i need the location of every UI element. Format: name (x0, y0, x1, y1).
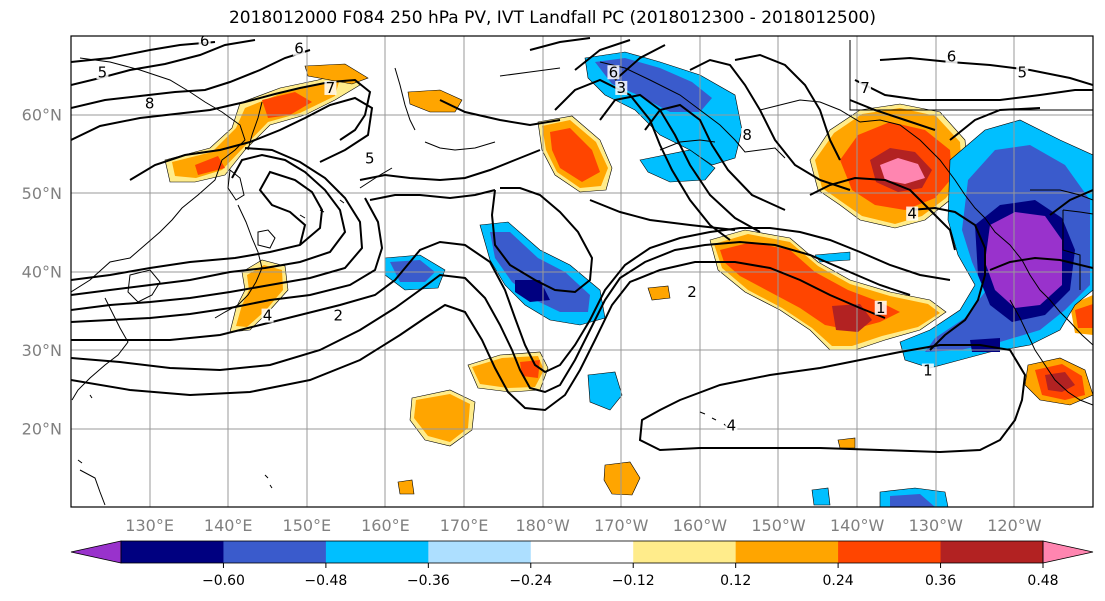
contour-label-halo (324, 80, 337, 95)
longitude-labels: 130°E 140°E 150°E 160°E 170°E 180°W 170°W 160°W… (125, 516, 1041, 535)
contour-label: 2 (334, 307, 344, 325)
pv-positive-anomalies (164, 63, 1093, 496)
longitude-label: 170°W (594, 516, 649, 535)
map-title: 2018012000 F084 250 hPa PV, IVT Landfall… (228, 8, 876, 28)
colorbar-segment (940, 541, 1044, 563)
colorbar-tick-label: 0.48 (1027, 573, 1058, 589)
contour-label: 1 (876, 299, 886, 317)
colorbar-tick-label: −0.12 (612, 573, 655, 589)
colorbar-tick-label: 0.36 (925, 573, 956, 589)
contour-label-halo (859, 80, 872, 95)
colorbar-tick-label: 0.12 (720, 573, 751, 589)
longitude-label: 120°W (987, 516, 1042, 535)
contour-label-halo (292, 41, 305, 56)
contour-label: 2 (687, 283, 697, 301)
latitude-label: 60°N (22, 106, 62, 125)
contour-label: 6 (609, 63, 619, 81)
contour-label-halo (945, 49, 958, 64)
colorbar-frame (120, 540, 1044, 564)
contour-label-halo (143, 96, 156, 111)
colorbar-segment (325, 541, 429, 563)
contour-label: 8 (742, 126, 752, 144)
colorbar-segment (121, 541, 224, 563)
contour-label-halo (96, 65, 109, 80)
contour-label-halo (725, 418, 738, 433)
colorbar-max-extension (1042, 540, 1094, 564)
colorbar-tick-label: −0.24 (509, 573, 552, 589)
longitude-label: 150°E (283, 516, 332, 535)
contour-label-halo (198, 36, 211, 48)
colorbar-tick-label: −0.36 (407, 573, 450, 589)
longitude-label: 130°W (909, 516, 964, 535)
contour-label-halo (1016, 65, 1029, 80)
contour-label: 8 (145, 95, 155, 113)
latitude-labels: 60°N 50°N 40°N 30°N 20°N (22, 106, 62, 439)
contour-label: 5 (98, 63, 108, 81)
contour-label-halo (921, 363, 934, 378)
contour-label-halo (332, 308, 345, 323)
colorbar-segment (633, 541, 737, 563)
longitude-label: 160°W (673, 516, 728, 535)
contour-label: 4 (907, 205, 917, 223)
contour-label: 7 (326, 79, 336, 97)
pv-contours (71, 37, 1093, 454)
graticule (71, 36, 1093, 507)
longitude-label: 160°E (361, 516, 410, 535)
colorbar-tick-label: −0.48 (304, 573, 347, 589)
contour-label-halo (261, 308, 274, 323)
colorbar-segment (735, 541, 839, 563)
contour-label-halo (607, 65, 620, 80)
contour-label: 5 (1017, 63, 1027, 81)
colorbar-segment (223, 541, 327, 563)
longitude-label: 140°W (830, 516, 885, 535)
contour-label: 5 (365, 150, 375, 168)
colorbar-segment (838, 541, 942, 563)
contour-label-halo (906, 206, 919, 221)
contour-label: 6 (947, 48, 957, 66)
colorbar-tick-label: −0.60 (202, 573, 245, 589)
contour-label-halo (686, 285, 699, 300)
longitude-label: 170°E (440, 516, 489, 535)
colorbar-tick-label: 0.24 (823, 573, 854, 589)
longitude-label: 140°E (204, 516, 253, 535)
contour-label-halo (874, 300, 887, 315)
colorbar: −0.60 −0.48 −0.36 −0.24 −0.12 0.12 0.24 0.36 0.4… (70, 540, 1094, 589)
contour-label: 3 (617, 79, 627, 97)
contour-label: 7 (860, 79, 870, 97)
longitude-label: 130°E (125, 516, 174, 535)
colorbar-min-extension (70, 540, 122, 564)
latitude-label: 50°N (22, 184, 62, 203)
contour-label: 4 (727, 417, 737, 435)
contour-label: 4 (263, 307, 273, 325)
contour-label-halo (615, 80, 628, 95)
contour-label-halo (741, 128, 754, 143)
latitude-label: 30°N (22, 341, 62, 360)
longitude-label: 150°W (751, 516, 806, 535)
latitude-label: 20°N (22, 420, 62, 439)
colorbar-segment (530, 541, 634, 563)
contour-label: 6 (200, 32, 210, 50)
contour-label-halo (363, 151, 376, 166)
longitude-label: 180°W (516, 516, 571, 535)
map-border (70, 35, 1094, 508)
coastlines (71, 40, 1093, 506)
colorbar-segment (428, 541, 532, 563)
contour-label: 1 (923, 362, 933, 380)
latitude-label: 40°N (22, 263, 62, 282)
contour-label: 6 (294, 40, 304, 58)
